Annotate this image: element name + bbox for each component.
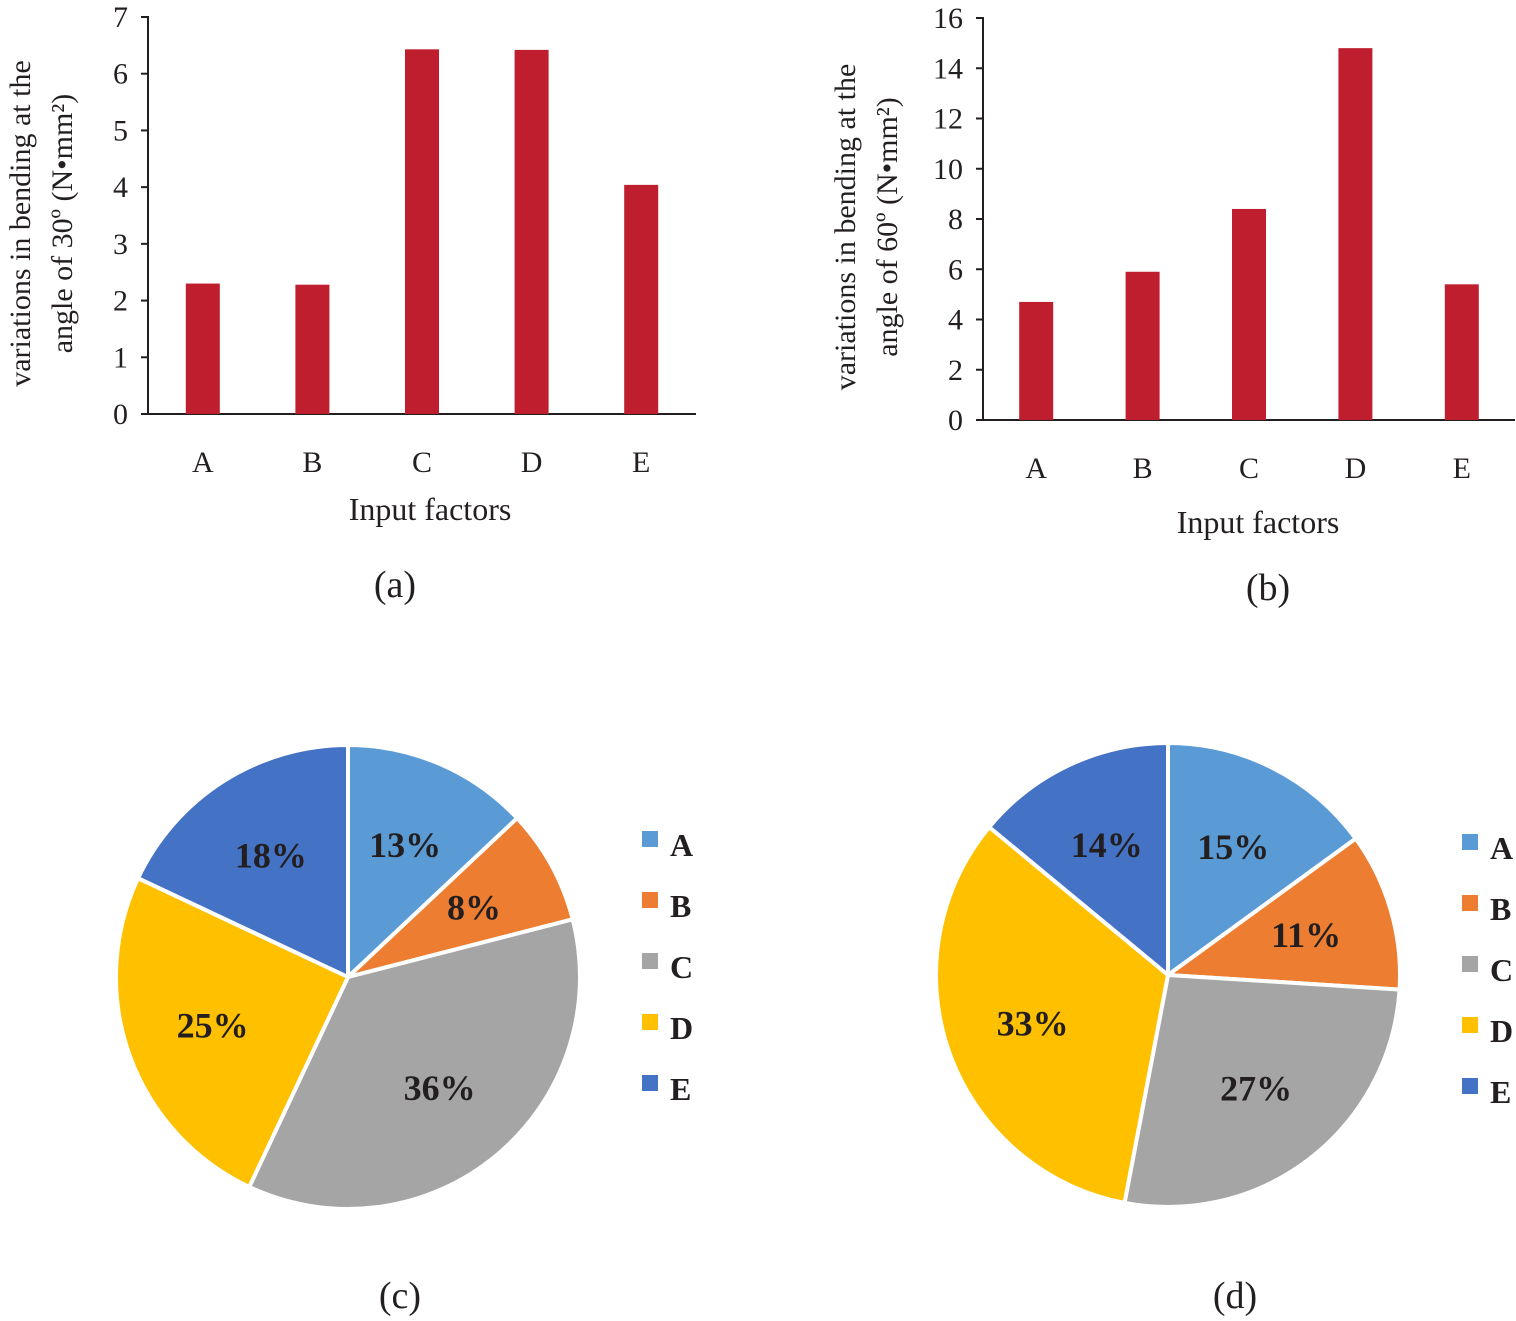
- y-tick-label: 4: [113, 171, 128, 204]
- legend-swatch-B: [1462, 895, 1478, 911]
- y-tick-label: 10: [933, 153, 963, 186]
- legend-label: A: [1490, 830, 1513, 866]
- y-axis-title: angle of 60º (N•mm²): [871, 97, 904, 357]
- legend-label: D: [670, 1010, 693, 1046]
- legend-swatch-D: [642, 1014, 658, 1030]
- pie-slice-A: [346, 743, 520, 979]
- legend-swatch-E: [1462, 1078, 1478, 1094]
- legend-swatch-E: [642, 1075, 658, 1091]
- x-tick-label: A: [1025, 452, 1047, 485]
- pie-slice-B: [1166, 836, 1402, 992]
- legend-label: D: [1490, 1013, 1513, 1049]
- slice-percent-label: 14%: [1071, 825, 1143, 865]
- x-tick-label: C: [1239, 452, 1259, 485]
- pie-slice-C: [1122, 973, 1402, 1209]
- panel-label: (b): [1246, 567, 1290, 609]
- legend-swatch-D: [1462, 1017, 1478, 1033]
- pie-slice-D: [934, 825, 1170, 1205]
- y-tick-label: 0: [948, 404, 963, 437]
- pie-slice-E: [136, 743, 350, 979]
- y-tick-label: 6: [113, 58, 128, 91]
- legend-label: E: [670, 1071, 691, 1107]
- bar-D: [1338, 48, 1373, 421]
- pie-slice-B: [346, 816, 575, 979]
- y-tick-label: 5: [113, 114, 128, 147]
- bar-B: [295, 284, 330, 414]
- bar-chart-b: 0 2 4 6 8 10 12 14 16 A B C D E Input factors variation…: [829, 2, 1515, 609]
- legend-label: C: [1490, 952, 1513, 988]
- x-tick-label: C: [412, 446, 432, 479]
- slice-percent-label: 25%: [177, 1006, 249, 1046]
- bar-E: [1444, 284, 1479, 420]
- panel-label: (a): [374, 564, 416, 606]
- y-tick-label: 3: [113, 228, 128, 261]
- bar-A: [1019, 301, 1054, 420]
- x-tick-label: B: [1133, 452, 1153, 485]
- bar-B: [1125, 271, 1160, 420]
- panel-label: (c): [379, 1275, 421, 1317]
- legend-swatch-A: [1462, 834, 1478, 850]
- slice-percent-label: 11%: [1271, 915, 1341, 955]
- bar-C: [1232, 208, 1266, 420]
- legend-label: E: [1490, 1074, 1511, 1110]
- legend-label: C: [670, 949, 693, 985]
- x-tick-label: D: [1345, 452, 1367, 485]
- pie-slice-A: [1166, 741, 1358, 977]
- y-tick-label: 16: [933, 2, 963, 35]
- x-tick-label: E: [632, 446, 650, 479]
- x-tick-label: A: [192, 446, 214, 479]
- y-axis-title: variations in bending at the: [829, 64, 862, 391]
- legend-swatch-C: [1462, 956, 1478, 972]
- y-tick-label: 1: [113, 341, 128, 374]
- y-tick-label: 14: [933, 52, 963, 85]
- y-axis-title: variations in bending at the: [4, 60, 37, 387]
- y-axis-title: angle of 30º (N•mm²): [46, 94, 79, 354]
- y-tick-label: 2: [948, 354, 963, 387]
- slice-percent-label: 13%: [369, 825, 441, 865]
- legend-label: A: [670, 827, 693, 863]
- y-tick-label: 2: [113, 285, 128, 318]
- bar-A: [185, 283, 220, 414]
- y-tick-label: 0: [113, 398, 128, 431]
- slice-percent-label: 18%: [235, 836, 307, 876]
- y-tick-label: 7: [113, 1, 128, 34]
- x-axis-title: Input factors: [1177, 504, 1340, 540]
- legend-label: B: [1490, 891, 1511, 927]
- y-tick-label: 4: [948, 304, 963, 337]
- y-tick-label: 12: [933, 103, 963, 136]
- slice-percent-label: 27%: [1220, 1069, 1292, 1109]
- legend-swatch-C: [642, 953, 658, 969]
- bar-chart-a: 0 1 2 3 4 5 6 7 A B C D E Input factors variations in …: [4, 1, 696, 606]
- slice-percent-label: 15%: [1197, 827, 1269, 867]
- panel-label: (d): [1213, 1275, 1257, 1317]
- x-tick-label: B: [302, 446, 322, 479]
- x-tick-label: D: [521, 446, 543, 479]
- slice-percent-label: 33%: [997, 1004, 1069, 1044]
- slice-percent-label: 8%: [447, 888, 501, 928]
- pie-slice-C: [247, 917, 582, 1211]
- pie-slice-E: [987, 741, 1170, 977]
- x-axis-title: Input factors: [349, 491, 512, 527]
- bar-D: [514, 49, 549, 414]
- pie-slice-D: [114, 876, 350, 1189]
- y-tick-label: 6: [948, 253, 963, 286]
- legend-label: B: [670, 888, 691, 924]
- bar-C: [405, 49, 439, 414]
- slice-percent-label: 36%: [404, 1068, 476, 1108]
- x-tick-label: E: [1453, 452, 1471, 485]
- y-tick-label: 8: [948, 203, 963, 236]
- bar-E: [624, 184, 659, 414]
- legend-swatch-B: [642, 892, 658, 908]
- legend-swatch-A: [642, 831, 658, 847]
